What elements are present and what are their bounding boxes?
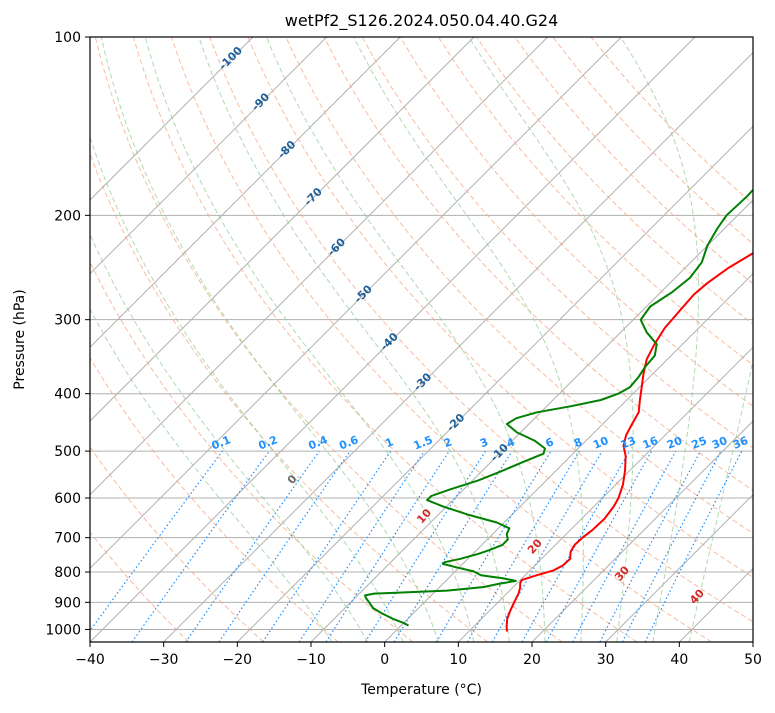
moist-adiabat — [198, 37, 510, 642]
x-tick-label: −40 — [75, 652, 105, 668]
y-tick-label: 800 — [54, 565, 81, 581]
x-tick-label: 50 — [744, 652, 762, 668]
moist-adiabat — [266, 37, 546, 642]
y-tick-label: 100 — [54, 30, 81, 46]
mixing-ratio-line — [90, 450, 223, 632]
y-tick-label: 600 — [54, 491, 81, 507]
y-tick-label: 200 — [54, 208, 81, 224]
mixing-ratio-line — [131, 450, 270, 642]
profile-lines — [364, 188, 753, 632]
mixing-ratio-label: 20 — [665, 434, 684, 452]
dry-adiabat — [90, 531, 190, 642]
moist-adiabat — [144, 37, 475, 642]
isotherm-line — [90, 37, 549, 496]
dry-adiabat — [323, 37, 753, 491]
axes: −40 −30 −20 −10 0 10 20 30 40 50 100 200 300 400 500 60… — [45, 30, 762, 668]
mixing-ratio-label: 36 — [731, 434, 750, 452]
dry-adiabat — [90, 446, 264, 642]
mixing-ratio-line — [218, 450, 351, 642]
dry-adiabat — [171, 37, 712, 642]
dry-adiabat — [90, 152, 488, 642]
mixing-ratio-line — [325, 450, 450, 642]
moist-adiabat — [100, 37, 439, 642]
isotherm-line — [457, 346, 753, 642]
mixing-ratio-label: 25 — [690, 434, 709, 452]
dry-adiabat — [132, 37, 638, 642]
x-tick-label: 40 — [670, 652, 688, 668]
mixing-ratio-label: 13 — [619, 434, 638, 452]
plot-frame — [89, 36, 754, 643]
mixing-ratio-line — [572, 450, 677, 642]
moist-adiabat — [620, 37, 700, 642]
x-tick-label: −10 — [296, 652, 326, 668]
y-tick-label: 400 — [54, 387, 81, 403]
mixing-ratio-label: 2 — [442, 435, 454, 450]
isotherm-line — [90, 37, 622, 570]
isotherm-line — [384, 272, 753, 642]
y-axis-label: Pressure (hPa) — [12, 289, 28, 389]
y-tick-label: 900 — [54, 595, 81, 611]
isotherm-line — [90, 37, 328, 275]
isotherm-line — [90, 37, 254, 201]
isotherm-line — [90, 37, 696, 642]
x-tick-label: 20 — [523, 652, 541, 668]
dewpoint-profile-line — [364, 188, 753, 627]
dry-adiabat — [94, 37, 563, 642]
chart-title: wetPf2_S126.2024.050.04.40.G24 — [285, 11, 559, 31]
background-grid — [90, 37, 753, 642]
mixing-ratio-label: 1 — [383, 435, 395, 450]
y-tick-label: 500 — [54, 444, 81, 460]
x-tick-label: 10 — [449, 652, 467, 668]
dry-adiabat — [437, 37, 753, 366]
moist-adiabat — [90, 233, 369, 642]
x-tick-label: 0 — [380, 652, 389, 668]
isotherm-line — [90, 37, 475, 422]
mixing-ratio-line — [298, 450, 425, 642]
x-axis-label: Temperature (°C) — [360, 682, 482, 698]
dry-adiabat — [514, 37, 753, 285]
mixing-ratio-label: 30 — [710, 434, 729, 452]
isotherm-line — [163, 51, 753, 642]
isotherm-line — [605, 493, 753, 642]
isotherm-line — [90, 37, 401, 349]
x-tick-label: −20 — [223, 652, 253, 668]
dry-adiabat — [90, 356, 339, 642]
dry-adiabat — [209, 37, 753, 623]
dry-adiabat — [90, 260, 414, 642]
mixing-ratio-line — [393, 450, 513, 642]
y-tick-label: 700 — [54, 531, 81, 547]
dry-adiabat — [399, 37, 753, 407]
mixing-ratio-label: 10 — [591, 434, 610, 452]
moist-adiabat — [353, 37, 584, 642]
mixing-ratio-line — [262, 450, 392, 642]
moist-adiabat — [688, 358, 753, 642]
isotherm-line — [531, 420, 753, 642]
mixing-ratio-label: 16 — [641, 434, 660, 452]
temperature-profile-line — [505, 252, 753, 632]
mixing-ratio-label: 3 — [478, 435, 490, 450]
mixing-ratio-label: 8 — [572, 435, 584, 450]
dry-adiabat — [285, 37, 753, 535]
isotherm-line — [236, 125, 753, 642]
y-tick-label: 1000 — [45, 622, 81, 638]
y-tick-label: 300 — [54, 313, 81, 329]
dry-adiabat — [361, 37, 753, 449]
x-tick-label: −30 — [149, 652, 179, 668]
x-tick-label: 30 — [597, 652, 615, 668]
mixing-ratio-line — [185, 450, 320, 642]
mixing-ratio-line — [644, 450, 743, 642]
moist-adiabat — [90, 308, 333, 642]
moist-adiabat — [90, 135, 404, 642]
mixing-ratio-line — [545, 450, 653, 642]
